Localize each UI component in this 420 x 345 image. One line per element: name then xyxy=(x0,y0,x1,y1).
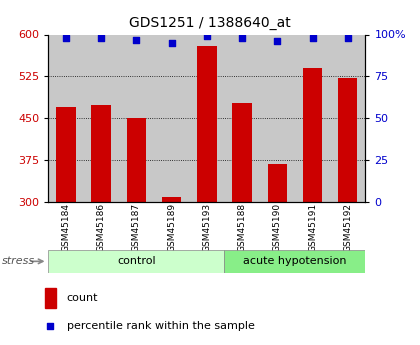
Bar xyxy=(56,107,76,202)
Bar xyxy=(154,34,189,202)
Bar xyxy=(330,34,365,202)
Point xyxy=(309,35,316,41)
Bar xyxy=(303,68,322,202)
Text: control: control xyxy=(117,256,156,266)
Bar xyxy=(338,78,357,202)
Point xyxy=(344,35,351,41)
Bar xyxy=(84,34,119,202)
Bar xyxy=(224,250,365,273)
Point xyxy=(63,35,69,41)
Point xyxy=(203,33,210,39)
Bar xyxy=(92,105,111,202)
Bar xyxy=(45,288,56,308)
Text: acute hypotension: acute hypotension xyxy=(243,256,346,266)
Bar xyxy=(268,165,287,202)
Bar xyxy=(224,34,260,202)
Text: percentile rank within the sample: percentile rank within the sample xyxy=(67,321,255,331)
Point xyxy=(239,35,245,41)
Text: count: count xyxy=(67,293,98,303)
Bar xyxy=(197,46,217,202)
Bar xyxy=(260,34,295,202)
Bar xyxy=(189,34,224,202)
Point xyxy=(274,38,281,44)
Point xyxy=(47,323,54,329)
Bar xyxy=(232,103,252,202)
Point xyxy=(98,35,105,41)
Point xyxy=(168,40,175,46)
Text: GDS1251 / 1388640_at: GDS1251 / 1388640_at xyxy=(129,16,291,30)
Bar xyxy=(127,118,146,202)
Point xyxy=(133,37,140,42)
Bar xyxy=(48,250,224,273)
Text: stress: stress xyxy=(2,256,35,266)
Bar xyxy=(295,34,330,202)
Bar xyxy=(48,34,84,202)
Bar xyxy=(162,197,181,202)
Bar xyxy=(119,34,154,202)
